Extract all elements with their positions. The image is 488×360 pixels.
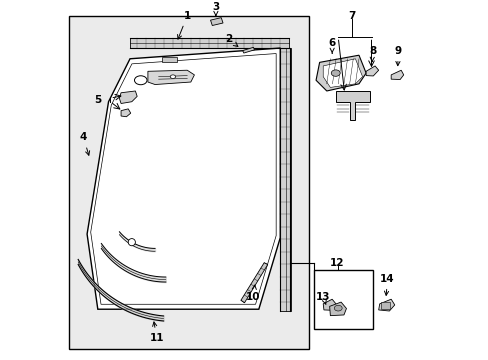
Ellipse shape (170, 75, 175, 78)
Bar (314, 270, 372, 329)
Polygon shape (119, 91, 137, 104)
Text: 11: 11 (149, 322, 163, 343)
Polygon shape (90, 54, 276, 304)
Text: 10: 10 (245, 285, 260, 302)
Polygon shape (323, 299, 336, 310)
Text: 12: 12 (329, 258, 344, 268)
Polygon shape (378, 299, 394, 311)
Bar (162, 57, 176, 62)
Text: 2: 2 (224, 34, 237, 46)
Text: 14: 14 (380, 274, 394, 295)
Text: 6: 6 (328, 38, 335, 53)
Polygon shape (121, 109, 130, 117)
Bar (130, 38, 288, 48)
Text: 4: 4 (80, 132, 89, 155)
Polygon shape (335, 91, 369, 120)
Bar (380, 302, 389, 309)
Polygon shape (210, 18, 223, 26)
Ellipse shape (330, 70, 340, 76)
Polygon shape (323, 59, 362, 87)
Polygon shape (390, 70, 403, 80)
Polygon shape (242, 47, 254, 53)
Circle shape (128, 239, 135, 246)
Text: 8: 8 (368, 46, 375, 62)
Text: 3: 3 (212, 2, 219, 15)
Polygon shape (315, 55, 366, 91)
Polygon shape (366, 66, 378, 76)
Text: 7: 7 (347, 11, 355, 21)
Polygon shape (87, 48, 280, 309)
Text: 5: 5 (94, 95, 101, 104)
Polygon shape (147, 70, 194, 85)
Ellipse shape (134, 76, 147, 85)
Polygon shape (329, 302, 346, 316)
Text: 13: 13 (315, 292, 330, 305)
Ellipse shape (334, 305, 342, 311)
Text: 9: 9 (394, 46, 401, 66)
Bar (280, 48, 290, 311)
Bar (69, 16, 308, 348)
Text: 1: 1 (177, 11, 190, 39)
Polygon shape (241, 263, 267, 303)
